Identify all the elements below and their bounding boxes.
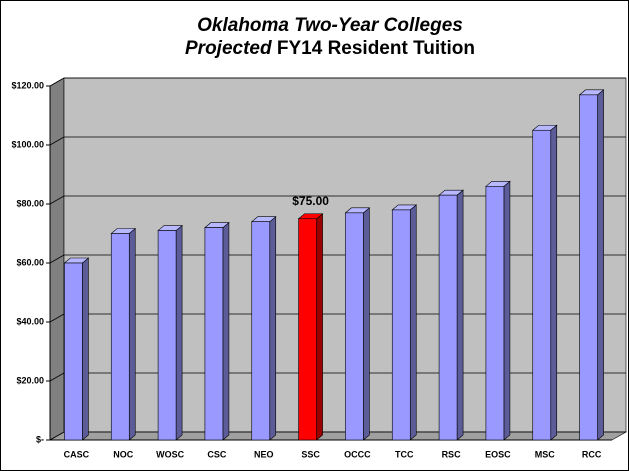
y-tick-label: $40.00 bbox=[16, 316, 44, 326]
bar bbox=[157, 230, 177, 441]
bar bbox=[251, 221, 271, 441]
y-tick-label: $100.00 bbox=[11, 139, 44, 149]
bar bbox=[485, 186, 505, 441]
grid-line-side bbox=[49, 136, 65, 146]
bar bbox=[204, 227, 224, 441]
bar bbox=[345, 212, 364, 441]
x-tick-label: SSC bbox=[301, 449, 320, 459]
bar-side bbox=[128, 227, 136, 441]
bar-side bbox=[409, 204, 417, 441]
bar bbox=[391, 209, 411, 441]
bar-side bbox=[456, 189, 464, 441]
y-tick-label: $20.00 bbox=[16, 375, 44, 385]
bar bbox=[110, 233, 130, 441]
x-tick-label: RCC bbox=[582, 449, 602, 459]
chart-subtitle: Projected FY14 Resident Tuition bbox=[185, 38, 475, 59]
x-tick-label: TCC bbox=[395, 449, 414, 459]
bar-side bbox=[503, 180, 511, 441]
x-tick-label: NOC bbox=[113, 449, 134, 459]
bar-side bbox=[550, 124, 558, 441]
x-tick-label: OCCC bbox=[344, 449, 371, 459]
bar-side bbox=[316, 213, 323, 441]
bar bbox=[64, 262, 83, 441]
bar-side bbox=[597, 89, 604, 441]
chart-title: Oklahoma Two-Year Colleges bbox=[197, 15, 463, 36]
y-tick-label: $80.00 bbox=[16, 198, 44, 208]
bar bbox=[532, 129, 552, 441]
bar-side bbox=[269, 216, 277, 441]
x-tick-label: CASC bbox=[64, 449, 90, 459]
data-label: $75.00 bbox=[292, 194, 329, 208]
grid-line-side bbox=[49, 77, 65, 87]
y-tick-label: $120.00 bbox=[11, 80, 44, 90]
grid-line-side bbox=[49, 195, 65, 205]
bar-side bbox=[82, 257, 89, 441]
bar-side bbox=[363, 207, 370, 441]
subtitle-rest: FY14 Resident Tuition bbox=[277, 38, 475, 59]
bar bbox=[579, 94, 598, 441]
y-tick-label: $60.00 bbox=[16, 257, 44, 267]
x-tick-label: RSC bbox=[442, 449, 462, 459]
x-tick-label: NEO bbox=[254, 449, 274, 459]
x-tick-label: CSC bbox=[207, 449, 227, 459]
x-tick-label: MSC bbox=[535, 449, 556, 459]
grid-line-side bbox=[49, 431, 65, 441]
x-tick-label: WOSC bbox=[156, 449, 184, 459]
grid-line-side bbox=[49, 313, 65, 323]
bar bbox=[298, 218, 317, 441]
grid-line-side bbox=[49, 254, 65, 264]
y-tick-label: $- bbox=[36, 434, 44, 444]
bar bbox=[438, 194, 458, 441]
subtitle-emphasis: Projected bbox=[185, 38, 272, 59]
bar-side bbox=[175, 224, 183, 441]
grid-line-side bbox=[49, 372, 65, 382]
x-tick-label: EOSC bbox=[485, 449, 511, 459]
bar-side bbox=[222, 221, 230, 441]
